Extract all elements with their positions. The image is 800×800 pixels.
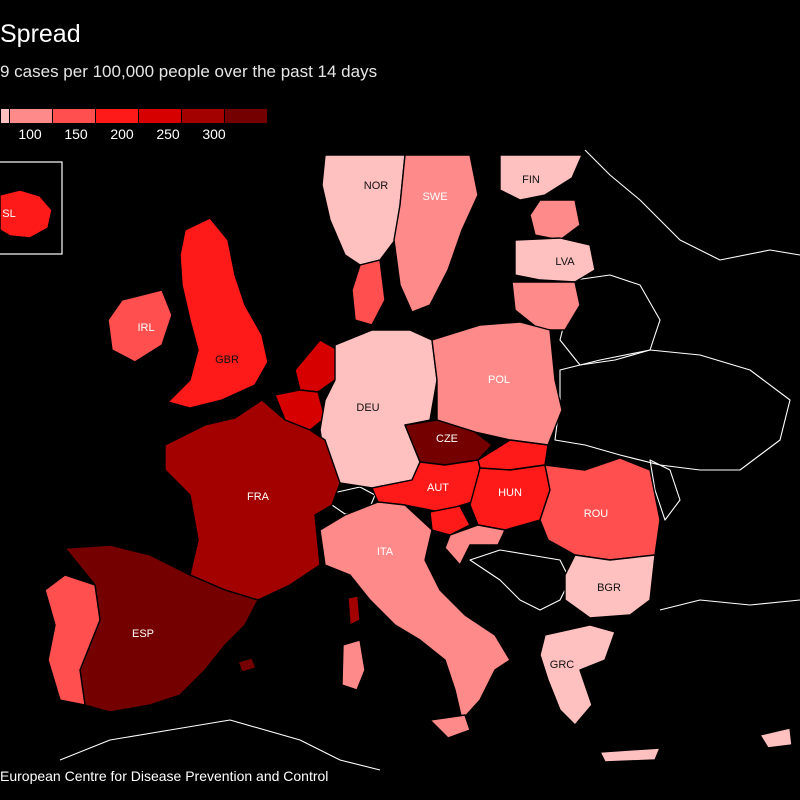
legend-swatch <box>0 108 9 124</box>
country-prt <box>44 574 101 706</box>
legend-tick-label: 300 <box>202 126 226 142</box>
country-label: ESP <box>132 628 154 640</box>
country-nor <box>321 154 406 266</box>
country-pol <box>431 321 563 446</box>
countries <box>44 154 793 763</box>
legend-swatch <box>224 108 268 124</box>
country-est <box>529 199 581 241</box>
legend-tick-label: 150 <box>64 126 88 142</box>
country-irl <box>107 289 173 363</box>
country-label: ROU <box>584 508 609 520</box>
legend-labels: 100 150 200 250 300 <box>0 126 268 146</box>
source-note: European Centre for Disease Prevention a… <box>0 768 329 784</box>
country-lva <box>514 237 596 283</box>
country-label: GBR <box>215 354 239 366</box>
country-isl <box>0 189 53 239</box>
inset-frame <box>0 161 63 255</box>
map-subtitle: 9 cases per 100,000 people over the past… <box>0 62 378 81</box>
legend-swatch <box>138 108 181 124</box>
legend-swatch <box>52 108 95 124</box>
country-grc <box>539 624 616 726</box>
russia-outline <box>584 149 800 261</box>
country-nld <box>294 339 339 393</box>
country-label: HUN <box>498 487 522 499</box>
country-label: DEU <box>356 402 379 414</box>
country-label: SL <box>2 208 15 220</box>
legend-tick-label: 100 <box>18 126 42 142</box>
country-label: LVA <box>555 256 575 268</box>
country-sicily <box>429 714 471 739</box>
moldova-outline <box>649 459 681 521</box>
country-label: AUT <box>427 482 449 494</box>
country-label: IRL <box>137 322 154 334</box>
ukraine-outline <box>554 349 791 471</box>
country-label: ITA <box>377 546 394 558</box>
country-labels: NOR SWE FIN LVA IRL GBR DEU POL CZE FRA … <box>2 174 621 671</box>
map-title: Spread <box>0 20 81 48</box>
country-swe <box>393 154 479 313</box>
legend-swatch <box>9 108 52 124</box>
country-label: FIN <box>522 174 540 186</box>
legend-tick-label: 200 <box>110 126 134 142</box>
balkans-outline <box>469 549 571 611</box>
africa-coast-outline <box>59 719 381 771</box>
country-corsica <box>347 595 361 626</box>
color-legend: 100 150 200 250 300 <box>0 108 268 146</box>
legend-color-bar <box>0 108 268 124</box>
legend-swatch <box>181 108 224 124</box>
country-ltu <box>511 281 581 331</box>
legend-swatch <box>95 108 138 124</box>
country-fra <box>164 399 341 601</box>
country-label: BGR <box>597 582 621 594</box>
country-label: FRA <box>247 491 270 503</box>
country-label: CZE <box>436 433 458 445</box>
country-label: GRC <box>550 659 575 671</box>
country-label: NOR <box>364 180 389 192</box>
country-crete <box>599 747 661 763</box>
legend-tick-label: 250 <box>156 126 180 142</box>
country-sardinia <box>341 639 366 691</box>
country-label: SWE <box>422 191 447 203</box>
country-dnk <box>351 259 386 326</box>
country-gbr <box>167 217 269 409</box>
country-hrv <box>444 524 506 566</box>
iceland-inset <box>0 161 63 255</box>
country-ita <box>319 501 511 721</box>
country-label: POL <box>488 374 510 386</box>
country-bgr <box>564 554 656 619</box>
country-cyp <box>759 727 793 749</box>
country-balearic <box>237 657 257 673</box>
country-svn <box>429 505 471 536</box>
turkey-outline <box>659 599 800 611</box>
country-fin <box>499 154 583 201</box>
